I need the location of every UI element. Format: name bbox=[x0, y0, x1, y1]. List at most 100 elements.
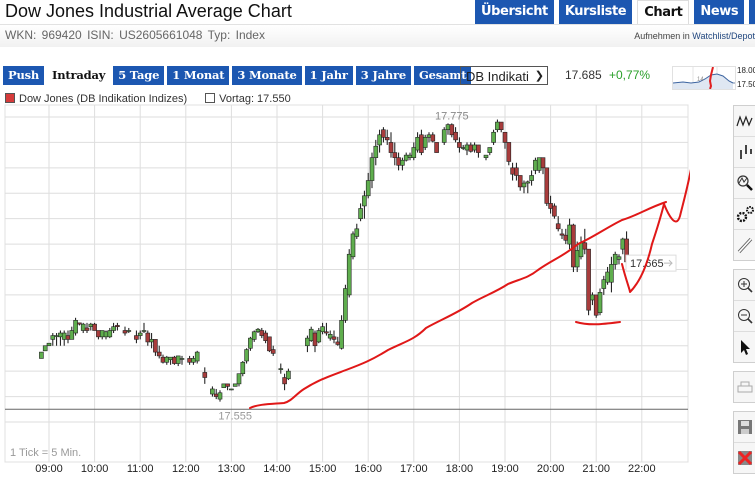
candle-down bbox=[510, 167, 515, 175]
candle-up bbox=[362, 195, 367, 207]
tab-news[interactable]: News bbox=[694, 0, 745, 24]
candle-down bbox=[453, 131, 458, 141]
candle-down bbox=[282, 377, 287, 385]
candle-up bbox=[175, 355, 181, 364]
info-bar bbox=[0, 24, 755, 47]
settings-button[interactable] bbox=[734, 199, 755, 230]
candle-up bbox=[491, 131, 496, 143]
candle-down bbox=[213, 393, 219, 397]
candle-up bbox=[339, 320, 344, 349]
candle-up bbox=[567, 224, 572, 245]
print-button[interactable] bbox=[734, 372, 755, 402]
support-underline-annotation bbox=[575, 321, 621, 326]
candle-up bbox=[248, 337, 253, 349]
legend-prev-close[interactable]: Vortag: 17.550 bbox=[205, 93, 291, 105]
candle-up bbox=[42, 345, 48, 352]
period-push[interactable]: Push bbox=[3, 66, 45, 85]
period-intraday[interactable]: Intraday bbox=[47, 66, 111, 85]
tab-forum[interactable]: Forum bbox=[749, 0, 755, 24]
chart-canvas[interactable]: 17.78017.76017.74017.72017.70017.68017.6… bbox=[0, 41, 726, 475]
candle-down bbox=[134, 335, 139, 340]
period-5-tage[interactable]: 5 Tage bbox=[113, 66, 165, 85]
candle-up bbox=[103, 331, 109, 338]
watchlist-link[interactable]: Watchlist/Depot bbox=[692, 31, 755, 41]
candle-up bbox=[88, 323, 94, 327]
candle-up bbox=[620, 238, 626, 250]
candle-down bbox=[335, 341, 341, 345]
candle-up bbox=[111, 326, 116, 331]
indicator-search-button[interactable] bbox=[734, 168, 755, 199]
line-chart-button[interactable] bbox=[734, 106, 755, 137]
candle-down bbox=[115, 325, 120, 327]
candle-up bbox=[373, 145, 379, 158]
candle-up bbox=[229, 388, 234, 391]
period-3-monate[interactable]: 3 Monate bbox=[232, 66, 302, 85]
candle-up bbox=[141, 330, 147, 332]
candle-up bbox=[426, 134, 432, 138]
candle-up bbox=[422, 137, 428, 148]
candlestick-icon bbox=[739, 145, 752, 159]
candle-down bbox=[555, 223, 561, 230]
save-button[interactable] bbox=[734, 412, 755, 443]
candle-up bbox=[137, 332, 143, 336]
line-chart-icon bbox=[735, 115, 753, 127]
candle-up bbox=[605, 271, 610, 283]
price-chart[interactable]: 17.78017.76017.74017.72017.70017.68017.6… bbox=[0, 41, 726, 475]
candle-up bbox=[99, 330, 105, 338]
zoom-in-button[interactable] bbox=[734, 270, 755, 301]
candle-up bbox=[278, 368, 284, 370]
candle-down bbox=[586, 248, 591, 311]
chevron-down-icon: ❯ bbox=[534, 70, 544, 82]
candle-down bbox=[514, 167, 519, 176]
candle-up bbox=[73, 320, 78, 334]
candle-down bbox=[392, 152, 398, 158]
period-3-jahre[interactable]: 3 Jahre bbox=[355, 66, 412, 85]
candle-down bbox=[384, 137, 390, 141]
toolbar-group-print bbox=[733, 371, 755, 403]
candle-up bbox=[236, 373, 242, 385]
tab-uebersicht[interactable]: Übersicht bbox=[475, 0, 554, 24]
candle-down bbox=[544, 167, 550, 204]
x-tick-label: 21:00 bbox=[582, 463, 610, 473]
draw-tool-button[interactable] bbox=[734, 230, 755, 260]
period-gesamt[interactable]: Gesamt bbox=[414, 66, 472, 85]
legend-series[interactable]: Dow Jones (DB Indikation Indizes) bbox=[5, 93, 187, 105]
price-change: +0,77% bbox=[609, 68, 651, 82]
period-1-monat[interactable]: 1 Monat bbox=[167, 66, 230, 85]
tick-note: 1 Tick = 5 Min. bbox=[10, 447, 81, 459]
candle-up bbox=[217, 392, 223, 400]
pointer-button[interactable] bbox=[734, 332, 755, 362]
toolbar-group-zoom bbox=[733, 269, 755, 363]
candle-up bbox=[308, 328, 314, 341]
candle-up bbox=[521, 182, 527, 188]
arrow-right-icon bbox=[664, 259, 673, 267]
exchange-select[interactable]: DB Indikati ❯ bbox=[460, 66, 548, 85]
indicator-search-icon bbox=[736, 175, 753, 191]
tab-chart[interactable]: Chart bbox=[637, 0, 690, 26]
candle-up bbox=[50, 335, 56, 340]
candle-up bbox=[407, 154, 413, 158]
tab-kursliste[interactable]: Kursliste bbox=[558, 0, 633, 24]
chart-toolbar bbox=[733, 105, 755, 482]
svg-text:14: 14 bbox=[697, 77, 704, 83]
zoom-out-button[interactable] bbox=[734, 301, 755, 332]
candle-up bbox=[164, 356, 170, 363]
settings-icon bbox=[736, 206, 754, 223]
candle-up bbox=[286, 370, 291, 380]
delete-button[interactable] bbox=[734, 443, 755, 473]
period-1-jahr[interactable]: 1 Jahr bbox=[304, 66, 353, 85]
candle-down bbox=[122, 330, 128, 334]
x-tick-label: 19:00 bbox=[491, 463, 519, 473]
chart-legend: Dow Jones (DB Indikation Indizes) Vortag… bbox=[5, 93, 291, 105]
mini-chart-bottom-label: 17.50 bbox=[737, 80, 755, 89]
candle-up bbox=[232, 383, 238, 387]
candle-down bbox=[430, 134, 436, 142]
candle-down bbox=[172, 356, 177, 364]
mini-overview-chart[interactable]: 14 bbox=[672, 66, 736, 90]
candle-down bbox=[457, 142, 462, 148]
candle-up bbox=[210, 388, 215, 395]
candle-down bbox=[552, 205, 557, 217]
wkn: WKN: 969420 bbox=[5, 28, 82, 42]
save-icon bbox=[737, 420, 752, 434]
candlestick-button[interactable] bbox=[734, 137, 755, 168]
